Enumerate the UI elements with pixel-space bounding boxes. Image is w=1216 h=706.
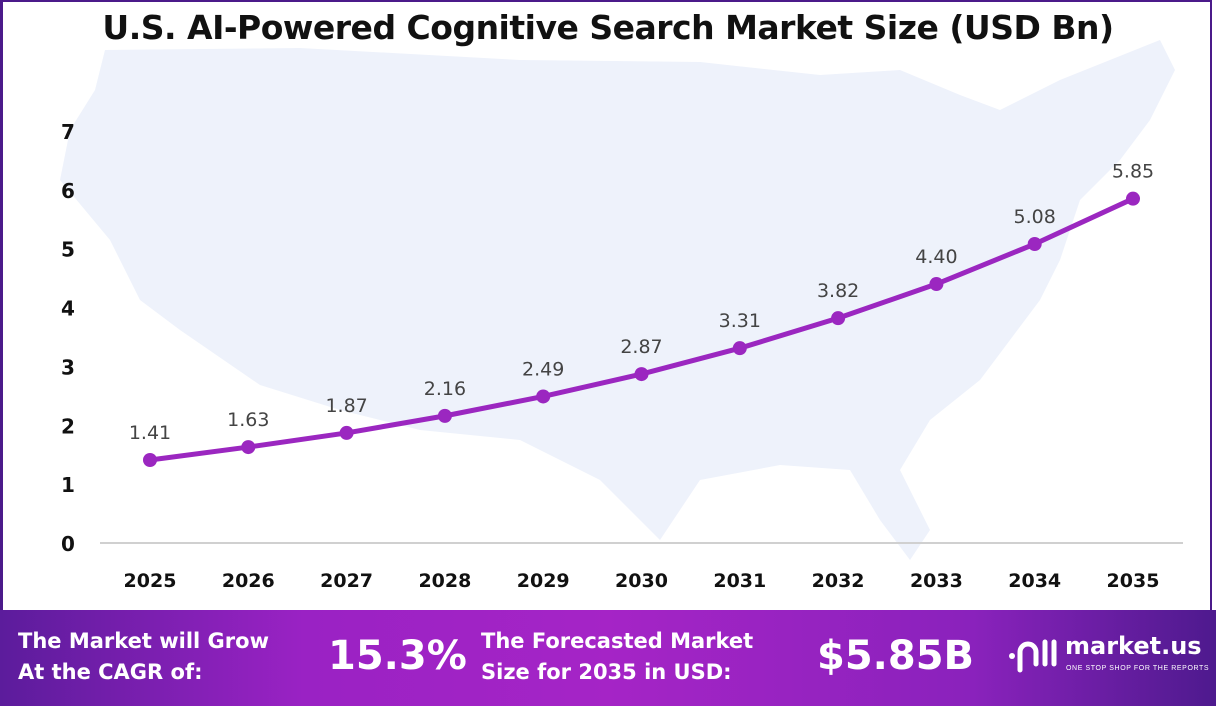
x-tick-label: 2033 [910,570,963,592]
data-label: 3.82 [817,280,859,302]
logo-name: market.us [1065,632,1202,660]
data-point [732,341,747,356]
forecast-label-line1: The Forecasted Market [481,629,754,653]
y-tick-label: 2 [61,414,75,438]
y-tick-label: 0 [61,532,75,556]
x-tick-label: 2030 [615,570,668,592]
y-tick-label: 1 [61,473,75,497]
line-chart: 0 1 2 3 4 5 6 7 2025 2026 2027 2028 2029 2030 2031 203… [60,40,1183,592]
data-label: 3.31 [719,310,761,332]
x-tick-label: 2026 [222,570,275,592]
y-tick-label: 4 [61,297,75,321]
us-map-background [60,40,1175,560]
cagr-label: The Market will Grow At the CAGR of: [18,626,269,688]
y-tick-label: 5 [61,238,75,262]
cagr-label-line2: At the CAGR of: [18,660,203,684]
data-point [831,311,846,326]
y-tick-label: 3 [61,355,75,379]
data-point [1027,237,1042,252]
data-point [241,440,256,455]
y-tick-label: 7 [61,120,75,144]
x-tick-label: 2028 [418,570,471,592]
x-tick-label: 2031 [713,570,766,592]
chart-frame [0,0,1212,610]
data-label: 4.40 [915,246,957,268]
x-tick-label: 2034 [1008,570,1061,592]
footer-banner: The Market will Grow At the CAGR of: 15.… [0,610,1216,706]
data-label: 2.87 [620,336,662,358]
data-label: 2.16 [424,378,466,400]
y-tick-label: 6 [61,179,75,203]
x-tick-label: 2025 [124,570,177,592]
forecast-label: The Forecasted Market Size for 2035 in U… [481,626,753,688]
forecast-label-line2: Size for 2035 in USD: [481,660,732,684]
data-label: 1.63 [227,409,269,431]
data-label: 2.49 [522,358,564,380]
data-label: 1.87 [325,395,367,417]
data-point [1126,191,1140,206]
data-point [339,425,354,440]
data-point [634,367,649,382]
data-point [536,389,551,404]
x-tick-label: 2035 [1107,570,1160,592]
x-tick-label: 2029 [517,570,570,592]
x-tick-label: 2032 [812,570,865,592]
data-point [437,408,452,423]
data-label: 1.41 [129,422,171,444]
market-us-logo-icon [1009,639,1057,673]
x-tick-label: 2027 [320,570,373,592]
forecast-value: $5.85B [817,633,975,679]
data-point [143,453,157,468]
cagr-value: 15.3% [328,633,467,679]
data-point [929,277,944,292]
data-label: 5.85 [1112,161,1154,183]
data-label: 5.08 [1014,206,1056,228]
logo-tagline: ONE STOP SHOP FOR THE REPORTS [1066,665,1210,672]
chart-title: U.S. AI-Powered Cognitive Search Market … [102,8,1114,47]
cagr-label-line1: The Market will Grow [18,629,269,653]
